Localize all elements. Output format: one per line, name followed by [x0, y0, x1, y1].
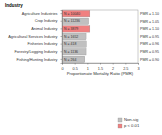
tick-mark	[61, 36, 63, 37]
bar	[62, 18, 89, 24]
n-label: N = 1136	[64, 50, 78, 54]
bar	[62, 56, 85, 62]
tick-mark	[61, 21, 63, 22]
tick: 2.5	[123, 63, 128, 71]
plot-area	[62, 10, 138, 63]
tick-mark	[100, 63, 101, 65]
tick-label: Fishing/Hunting Industry	[17, 58, 58, 62]
n-label: N = 11236	[64, 19, 80, 23]
legend-swatch	[118, 124, 122, 128]
tick: Fishing/Hunting Industry	[17, 58, 62, 62]
legend: Non-sigp < 0.01	[118, 117, 140, 128]
n-label: N = 418	[64, 42, 76, 46]
tick-mark	[61, 28, 63, 29]
bar	[62, 33, 86, 39]
data-label: PMR = 1.05	[140, 20, 159, 24]
tick-mark	[87, 63, 88, 65]
tick: 3	[137, 63, 139, 71]
tick-mark	[61, 13, 63, 14]
tick-label: Agriculture Industries	[22, 12, 58, 16]
legend-label: p < 0.01	[124, 123, 140, 128]
labels: N = 10040 N = 11236 N = 3879 N = 1652 N = 41…	[64, 12, 159, 62]
tick-mark	[62, 63, 63, 65]
x-axis: 0 0.5 1 1.5 2 2.5 3	[61, 63, 139, 71]
data-label: PMR = 1.10	[140, 12, 159, 16]
n-label: N = 3879	[64, 27, 78, 31]
tick-label: 3	[137, 67, 139, 71]
tick-label: Agricultural Services Industry	[8, 35, 57, 39]
tick: Forestry/Logging Industry	[14, 50, 62, 54]
data-label: PMR = 0.95	[140, 35, 159, 39]
bars	[62, 10, 90, 62]
tick: 0.5	[73, 63, 78, 71]
tick: 2	[112, 63, 114, 71]
tick-mark	[61, 44, 63, 45]
axis-line	[61, 11, 63, 64]
tick: Agriculture Industries	[22, 12, 62, 16]
tick: 1	[87, 63, 89, 71]
tick-mark	[113, 63, 114, 65]
data-label: PMR = 1.10	[140, 27, 159, 31]
legend-label: Non-sig	[124, 117, 139, 122]
bar	[62, 41, 86, 47]
n-label: N = 264	[64, 58, 76, 62]
tick-label: Forestry/Logging Industry	[14, 50, 57, 54]
data-label: PMR = 0.90	[140, 58, 159, 62]
tick-label: 0	[61, 67, 63, 71]
tick: Fisheries Industry	[28, 42, 62, 46]
tick: 0	[61, 63, 63, 71]
tick-mark	[75, 63, 76, 65]
tick: Crop Industry	[35, 19, 62, 23]
n-label: N = 10040	[64, 12, 80, 16]
data-label: PMR = 0.96	[140, 42, 159, 46]
bar	[62, 49, 86, 55]
bar	[62, 10, 90, 16]
tick-label: Crop Industry	[35, 19, 58, 23]
tick: Agricultural Services Industry	[8, 35, 62, 39]
tick: Animal Industry	[31, 27, 62, 31]
axis-line	[63, 64, 139, 65]
data-label: PMR = 0.95	[140, 50, 159, 54]
tick-mark	[138, 63, 139, 65]
tick-mark	[61, 59, 63, 60]
n-label: N = 1652	[64, 35, 78, 39]
y-axis: Agriculture Industries Crop Industry Anima…	[8, 11, 62, 64]
legend-swatch	[118, 118, 122, 122]
bar	[62, 26, 90, 32]
tick: 1.5	[98, 63, 103, 71]
tick-label: Fisheries Industry	[28, 42, 58, 46]
title: Industry	[5, 3, 23, 8]
tick-mark	[61, 51, 63, 52]
tick-mark	[125, 63, 126, 65]
x-axis-title: Proportionate Mortality Ratio (PMR)	[67, 71, 134, 76]
tick-label: Animal Industry	[31, 27, 57, 31]
